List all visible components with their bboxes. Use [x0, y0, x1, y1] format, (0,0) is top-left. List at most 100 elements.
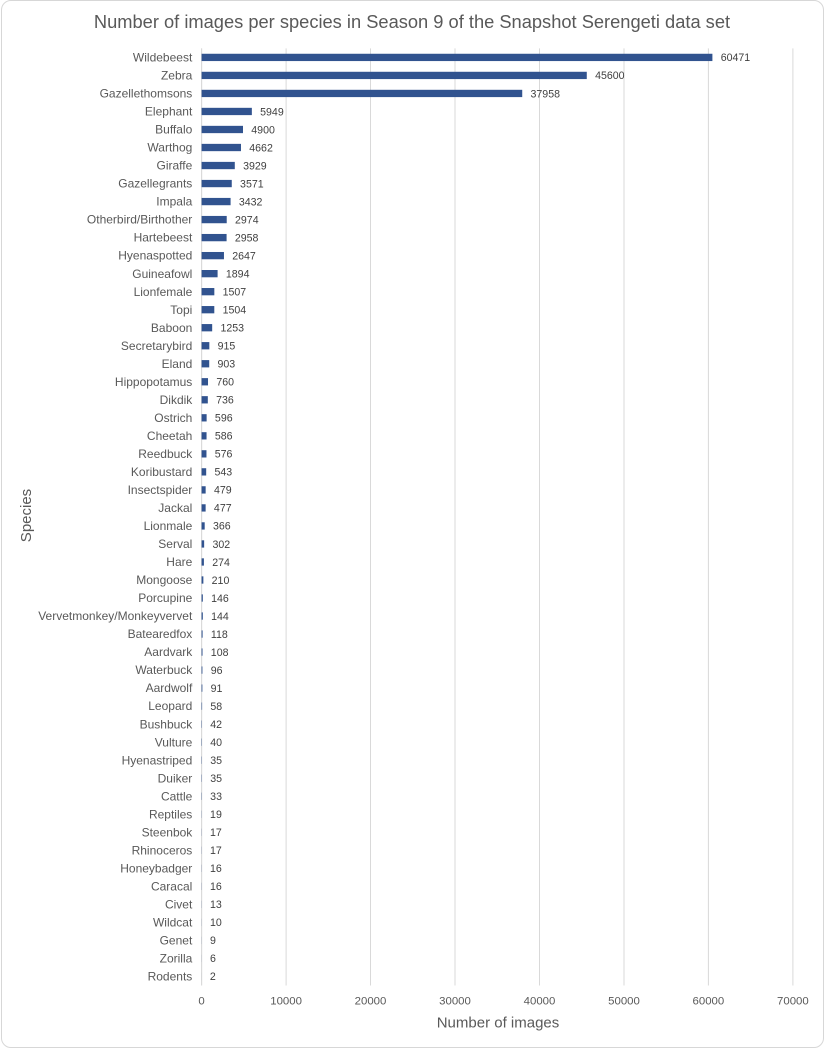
svg-text:Serval: Serval [158, 537, 192, 551]
svg-text:Vervetmonkey/Monkeyvervet: Vervetmonkey/Monkeyvervet [38, 609, 193, 623]
svg-text:Lionfemale: Lionfemale [134, 285, 193, 299]
svg-text:0: 0 [198, 996, 204, 1008]
svg-text:146: 146 [211, 593, 229, 605]
svg-text:543: 543 [214, 467, 232, 479]
svg-text:Buffalo: Buffalo [155, 123, 192, 137]
svg-text:58: 58 [210, 701, 222, 713]
svg-text:Batearedfox: Batearedfox [128, 627, 193, 641]
svg-text:17: 17 [210, 845, 222, 857]
svg-text:Honeybadger: Honeybadger [120, 861, 192, 875]
svg-text:1894: 1894 [226, 268, 250, 280]
svg-text:Hyenaspotted: Hyenaspotted [118, 249, 192, 263]
svg-text:3571: 3571 [240, 178, 264, 190]
svg-text:13: 13 [210, 899, 222, 911]
svg-text:40000: 40000 [524, 996, 556, 1008]
svg-text:45600: 45600 [595, 70, 625, 82]
svg-text:586: 586 [215, 431, 233, 443]
svg-text:37958: 37958 [531, 88, 561, 100]
svg-text:596: 596 [215, 413, 233, 425]
svg-text:Reptiles: Reptiles [149, 807, 192, 821]
svg-text:4662: 4662 [249, 142, 273, 154]
svg-text:60000: 60000 [693, 996, 725, 1008]
svg-text:576: 576 [215, 449, 233, 461]
svg-text:Warthog: Warthog [147, 141, 192, 155]
svg-text:Hippopotamus: Hippopotamus [115, 375, 192, 389]
svg-text:30000: 30000 [439, 996, 471, 1008]
svg-text:Zorilla: Zorilla [160, 952, 193, 966]
svg-text:Number of images per species i: Number of images per species in Season 9… [94, 11, 730, 32]
svg-text:Ostrich: Ostrich [154, 411, 192, 425]
svg-text:6: 6 [210, 953, 216, 965]
svg-text:Zebra: Zebra [161, 69, 193, 83]
svg-text:10000: 10000 [270, 996, 302, 1008]
svg-text:Porcupine: Porcupine [138, 591, 192, 605]
svg-text:479: 479 [214, 485, 232, 497]
svg-text:Elephant: Elephant [145, 105, 193, 119]
svg-text:Cattle: Cattle [161, 789, 193, 803]
svg-text:50000: 50000 [608, 996, 640, 1008]
svg-text:42: 42 [210, 719, 222, 731]
svg-text:Waterbuck: Waterbuck [135, 663, 193, 677]
svg-text:Civet: Civet [165, 897, 193, 911]
svg-text:Wildebeest: Wildebeest [133, 51, 193, 65]
svg-text:16: 16 [210, 881, 222, 893]
svg-text:Duiker: Duiker [158, 771, 193, 785]
svg-text:17: 17 [210, 827, 222, 839]
svg-text:Guineafowl: Guineafowl [132, 267, 192, 281]
svg-text:Hyenastriped: Hyenastriped [122, 753, 193, 767]
svg-text:Dikdik: Dikdik [160, 393, 194, 407]
svg-text:108: 108 [211, 647, 229, 659]
svg-text:1504: 1504 [223, 304, 247, 316]
svg-text:35: 35 [210, 773, 222, 785]
svg-text:477: 477 [214, 503, 232, 515]
svg-text:3929: 3929 [243, 160, 267, 172]
svg-text:366: 366 [213, 521, 231, 533]
svg-text:2958: 2958 [235, 232, 259, 244]
svg-text:Aardwolf: Aardwolf [146, 681, 193, 695]
svg-text:Hartebeest: Hartebeest [134, 231, 193, 245]
svg-text:Leopard: Leopard [148, 699, 192, 713]
svg-text:Impala: Impala [156, 195, 192, 209]
svg-text:Hare: Hare [166, 555, 192, 569]
svg-text:1253: 1253 [220, 323, 244, 335]
svg-text:1507: 1507 [223, 286, 247, 298]
svg-text:Lionmale: Lionmale [144, 519, 193, 533]
svg-text:Vulture: Vulture [155, 735, 193, 749]
svg-text:210: 210 [212, 575, 230, 587]
svg-text:Gazellegrants: Gazellegrants [118, 177, 192, 191]
svg-text:Number of images: Number of images [437, 1015, 560, 1032]
svg-text:Baboon: Baboon [151, 321, 192, 335]
svg-text:35: 35 [210, 755, 222, 767]
svg-text:33: 33 [210, 791, 222, 803]
svg-text:20000: 20000 [355, 996, 387, 1008]
svg-text:10: 10 [210, 917, 222, 929]
svg-text:118: 118 [211, 629, 228, 641]
svg-text:Genet: Genet [160, 933, 193, 947]
svg-text:903: 903 [218, 359, 236, 371]
svg-text:Topi: Topi [170, 303, 192, 317]
svg-text:3432: 3432 [239, 196, 263, 208]
svg-text:4900: 4900 [251, 124, 275, 136]
svg-text:Cheetah: Cheetah [147, 429, 192, 443]
svg-text:Secretarybird: Secretarybird [121, 339, 192, 353]
svg-text:Koribustard: Koribustard [131, 465, 192, 479]
svg-text:Otherbird/Birthother: Otherbird/Birthother [87, 213, 192, 227]
svg-text:5949: 5949 [260, 106, 284, 118]
svg-text:9: 9 [210, 935, 216, 947]
svg-text:40: 40 [210, 737, 222, 749]
svg-text:19: 19 [210, 809, 222, 821]
svg-text:Rhinoceros: Rhinoceros [132, 843, 193, 857]
svg-text:2: 2 [210, 971, 216, 983]
svg-text:Caracal: Caracal [151, 879, 192, 893]
svg-text:Aardvark: Aardvark [144, 645, 193, 659]
svg-text:144: 144 [211, 611, 229, 623]
svg-text:915: 915 [218, 341, 236, 353]
svg-text:274: 274 [212, 557, 230, 569]
svg-text:Wildcat: Wildcat [153, 915, 193, 929]
svg-text:Gazellethomsons: Gazellethomsons [100, 87, 193, 101]
svg-text:736: 736 [216, 395, 234, 407]
svg-text:96: 96 [211, 665, 223, 677]
svg-text:2647: 2647 [232, 250, 256, 262]
svg-text:Steenbok: Steenbok [142, 825, 194, 839]
svg-text:Reedbuck: Reedbuck [138, 447, 193, 461]
